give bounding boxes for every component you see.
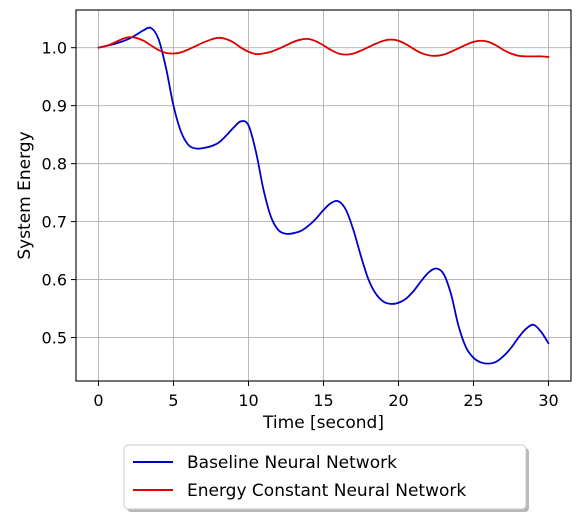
x-tick-label: 5 xyxy=(168,391,178,410)
x-tick-label: 20 xyxy=(388,391,408,410)
x-tick-label: 30 xyxy=(538,391,558,410)
legend-label: Baseline Neural Network xyxy=(187,453,397,473)
y-tick-label: 0.5 xyxy=(42,329,67,348)
y-tick-label: 0.9 xyxy=(42,97,67,116)
y-tick-label: 0.8 xyxy=(42,155,67,174)
legend-label: Energy Constant Neural Network xyxy=(187,481,466,501)
y-axis-title: System Energy xyxy=(15,131,35,259)
y-tick-label: 0.7 xyxy=(42,213,67,232)
x-tick-label: 25 xyxy=(463,391,483,410)
x-axis-title: Time [second] xyxy=(262,413,384,433)
y-tick-label: 1.0 xyxy=(42,39,67,58)
x-tick-label: 15 xyxy=(313,391,333,410)
axis-ticks: 0 5 10 15 20 25 30 0.5 0.6 0.7 0.8 0.9 1.0 xyxy=(42,39,559,410)
y-tick-label: 0.6 xyxy=(42,271,67,290)
legend: Baseline Neural Network Energy Constant N… xyxy=(124,445,529,512)
grid-lines xyxy=(76,10,571,381)
x-tick-label: 0 xyxy=(93,391,103,410)
x-tick-label: 10 xyxy=(238,391,258,410)
